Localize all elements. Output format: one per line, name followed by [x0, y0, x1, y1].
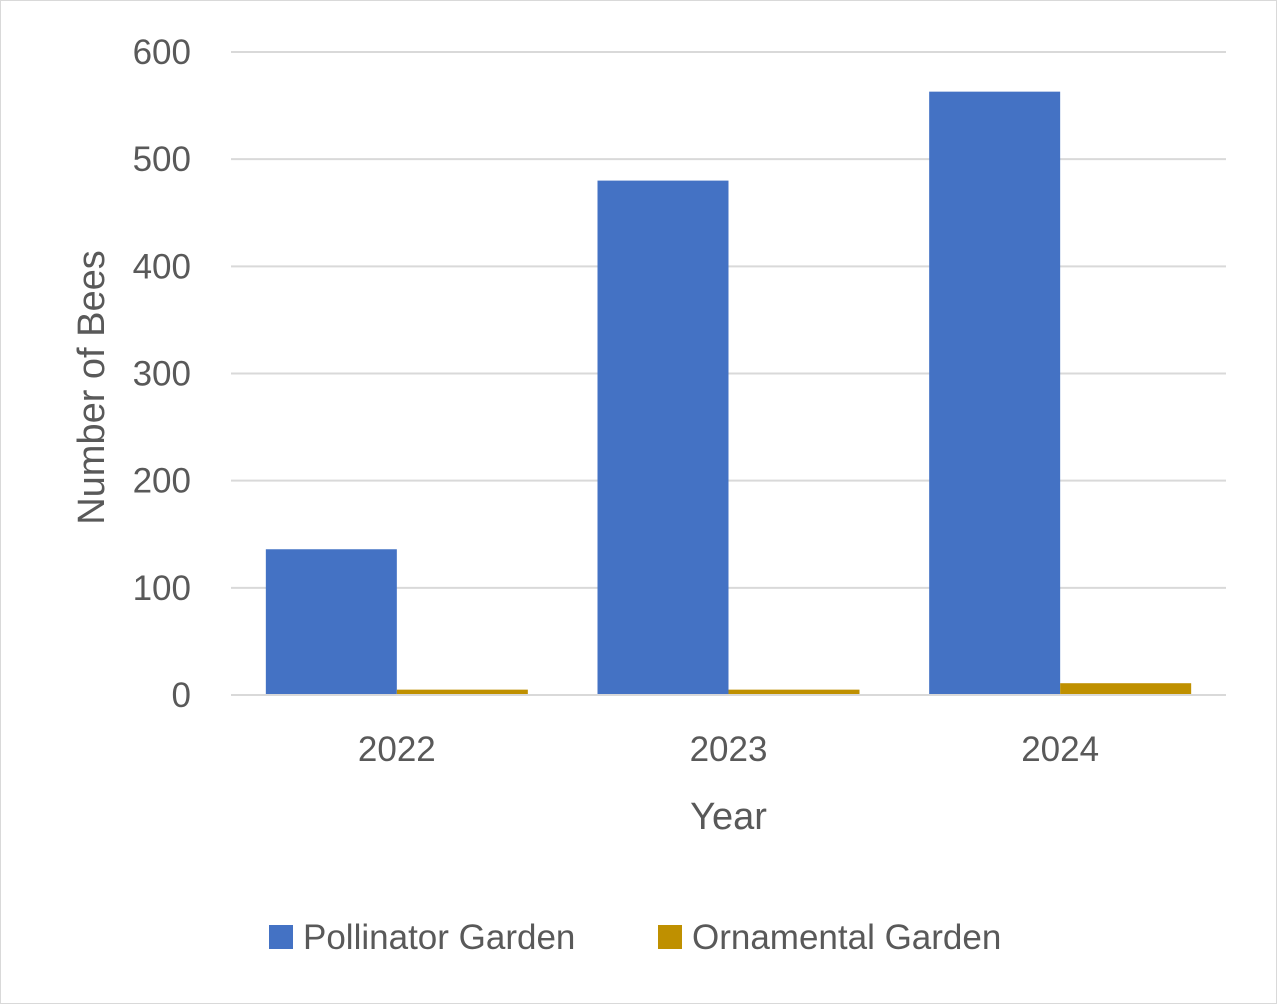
y-tick-label: 600: [133, 33, 191, 72]
bar-pollinator-garden-2024: [929, 91, 1061, 695]
y-tick-label: 400: [133, 247, 191, 286]
bar-pollinator-garden-2023: [597, 180, 729, 696]
bars: [265, 91, 1192, 696]
x-axis-ticks: 2022 2023 2024: [358, 730, 1099, 769]
y-tick-label: 200: [133, 462, 191, 501]
legend: Pollinator Garden Ornamental Garden: [269, 918, 1001, 957]
bar-pollinator-garden-2022: [265, 549, 397, 695]
legend-label-pollinator-garden: Pollinator Garden: [303, 918, 575, 957]
y-tick-label: 500: [133, 140, 191, 179]
bar-ornamental-garden-2024: [1060, 683, 1192, 695]
legend-swatch-pollinator-garden: [269, 925, 293, 949]
x-tick-label: 2022: [358, 730, 436, 769]
bar-ornamental-garden-2023: [728, 689, 860, 695]
y-axis-title: Number of Bees: [71, 250, 113, 525]
legend-label-ornamental-garden: Ornamental Garden: [692, 918, 1001, 957]
y-axis-ticks: 0 100 200 300 400 500 600: [133, 33, 191, 715]
y-tick-label: 300: [133, 355, 191, 394]
y-tick-label: 100: [133, 569, 191, 608]
bar-ornamental-garden-2022: [396, 689, 528, 695]
x-tick-label: 2023: [690, 730, 768, 769]
x-tick-label: 2024: [1021, 730, 1099, 769]
y-tick-label: 0: [172, 676, 191, 715]
legend-swatch-ornamental-garden: [658, 925, 682, 949]
x-axis-title: Year: [690, 796, 767, 838]
